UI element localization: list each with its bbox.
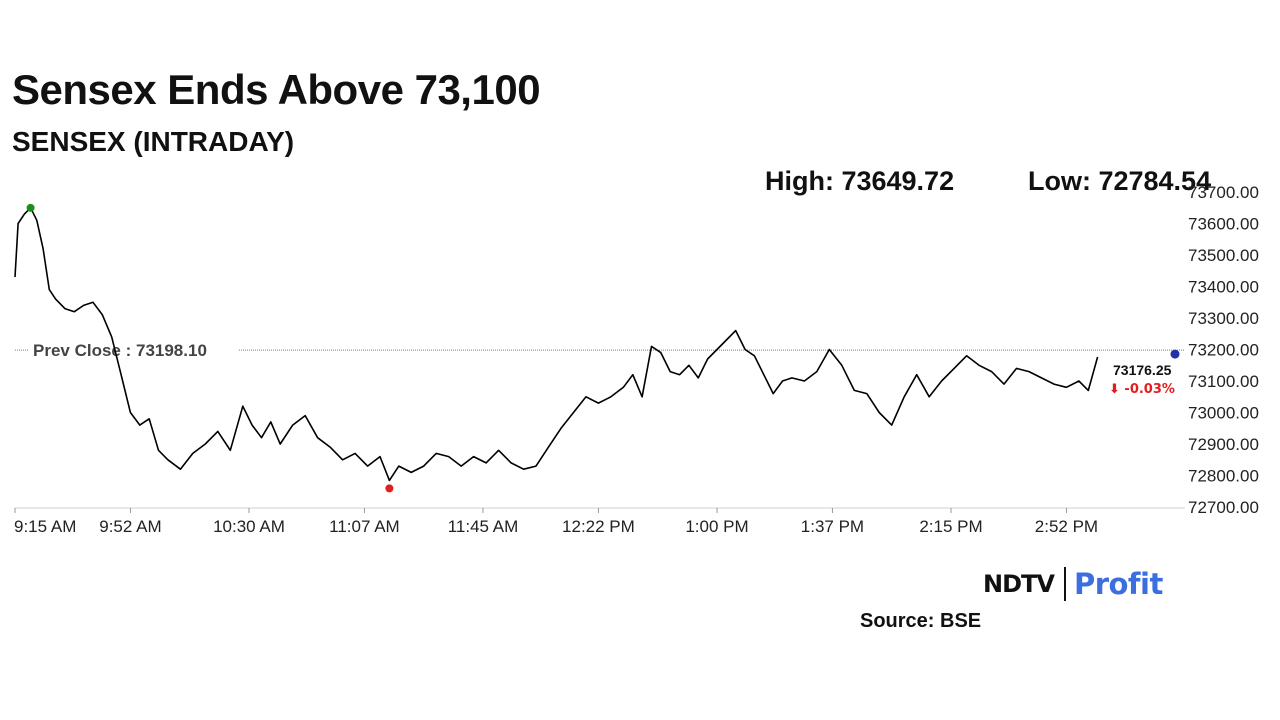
y-tick-label: 73500.00: [1188, 246, 1259, 265]
x-tick-label: 9:52 AM: [99, 517, 161, 536]
prev-close-label-bg: [28, 340, 238, 361]
x-tick-label: 11:07 AM: [329, 517, 400, 536]
x-tick-label: 11:45 AM: [448, 517, 519, 536]
x-tick-label: 9:15 AM: [14, 517, 76, 536]
y-tick-label: 72900.00: [1188, 435, 1259, 454]
last-price-marker: [1170, 349, 1180, 359]
y-tick-label: 73000.00: [1188, 404, 1259, 423]
chart-subtitle: SENSEX (INTRADAY): [12, 126, 295, 157]
low-label: Low: 72784.54: [1028, 166, 1212, 196]
y-tick-label: 73700.00: [1188, 183, 1259, 202]
intraday-chart: 73700.00 73600.00 73500.00 73400.00 73300.00…: [14, 183, 1259, 536]
y-tick-label: 73300.00: [1188, 309, 1259, 328]
x-tick-label: 10:30 AM: [213, 517, 285, 536]
logo-profit: Profit: [1073, 567, 1163, 601]
last-price-label: 73176.25: [1113, 362, 1172, 378]
day-high-marker: [26, 203, 35, 212]
y-tick-label: 72700.00: [1188, 498, 1259, 517]
prev-close-label: Prev Close : 73198.10: [33, 341, 207, 360]
y-tick-label: 72800.00: [1188, 467, 1259, 486]
ndtv-profit-logo: NDTV Profit: [983, 564, 1163, 604]
y-tick-label: 73200.00: [1188, 341, 1259, 360]
logo-separator: [1063, 567, 1066, 601]
last-change-label: ⬇ -0.03%: [1109, 382, 1175, 397]
logo-ndtv: NDTV: [983, 570, 1055, 598]
source-note: Source: BSE: [860, 610, 982, 632]
x-tick-label: 1:00 PM: [685, 517, 748, 536]
y-axis: 73700.00 73600.00 73500.00 73400.00 73300.00…: [1188, 183, 1259, 517]
price-series-line: [14, 207, 1099, 482]
x-axis: 9:15 AM 9:52 AM 10:30 AM 11:07 AM 11:45 AM 12…: [14, 507, 1185, 536]
y-tick-label: 73100.00: [1188, 372, 1259, 391]
x-tick-label: 12:22 PM: [562, 517, 635, 536]
y-tick-label: 73400.00: [1188, 278, 1259, 297]
day-low-marker: [385, 484, 394, 493]
x-tick-label: 2:52 PM: [1035, 517, 1098, 536]
high-label: High: 73649.72: [765, 166, 955, 196]
y-tick-label: 73600.00: [1188, 215, 1259, 234]
x-tick-label: 1:37 PM: [801, 517, 864, 536]
chart-title: Sensex Ends Above 73,100: [12, 66, 541, 113]
x-tick-label: 2:15 PM: [919, 517, 982, 536]
